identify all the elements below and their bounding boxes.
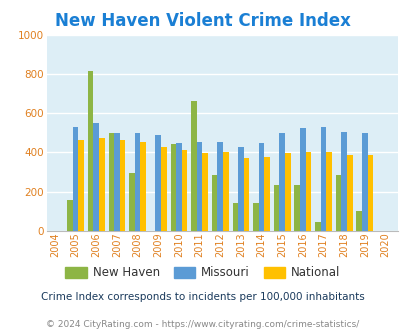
Bar [119, 140, 125, 231]
Bar [273, 185, 279, 231]
Bar [305, 152, 311, 231]
Bar [326, 152, 331, 231]
Bar [176, 143, 181, 231]
Bar [202, 153, 207, 231]
Bar [196, 142, 202, 231]
Bar [222, 152, 228, 231]
Bar [320, 127, 326, 231]
Bar [170, 144, 176, 231]
Bar [367, 155, 372, 231]
Legend: New Haven, Missouri, National: New Haven, Missouri, National [61, 262, 344, 284]
Bar [314, 222, 320, 231]
Bar [279, 133, 284, 231]
Bar [258, 143, 264, 231]
Bar [346, 155, 352, 231]
Bar [155, 135, 161, 231]
Bar [217, 142, 222, 231]
Bar [108, 133, 114, 231]
Bar [211, 175, 217, 231]
Bar [99, 138, 104, 231]
Bar [88, 71, 93, 231]
Bar [253, 203, 258, 231]
Bar [181, 150, 187, 231]
Text: Crime Index corresponds to incidents per 100,000 inhabitants: Crime Index corresponds to incidents per… [41, 292, 364, 302]
Bar [191, 101, 196, 231]
Bar [72, 127, 78, 231]
Bar [78, 140, 84, 231]
Text: New Haven Violent Crime Index: New Haven Violent Crime Index [55, 12, 350, 30]
Bar [361, 133, 367, 231]
Bar [264, 157, 269, 231]
Bar [129, 173, 134, 231]
Bar [335, 175, 341, 231]
Bar [356, 211, 361, 231]
Bar [299, 128, 305, 231]
Bar [232, 203, 237, 231]
Bar [93, 123, 99, 231]
Bar [237, 147, 243, 231]
Bar [284, 153, 290, 231]
Bar [243, 158, 249, 231]
Bar [114, 133, 119, 231]
Bar [134, 133, 140, 231]
Bar [161, 147, 166, 231]
Bar [341, 132, 346, 231]
Bar [294, 185, 299, 231]
Text: © 2024 CityRating.com - https://www.cityrating.com/crime-statistics/: © 2024 CityRating.com - https://www.city… [46, 320, 359, 329]
Bar [140, 142, 145, 231]
Bar [67, 200, 72, 231]
